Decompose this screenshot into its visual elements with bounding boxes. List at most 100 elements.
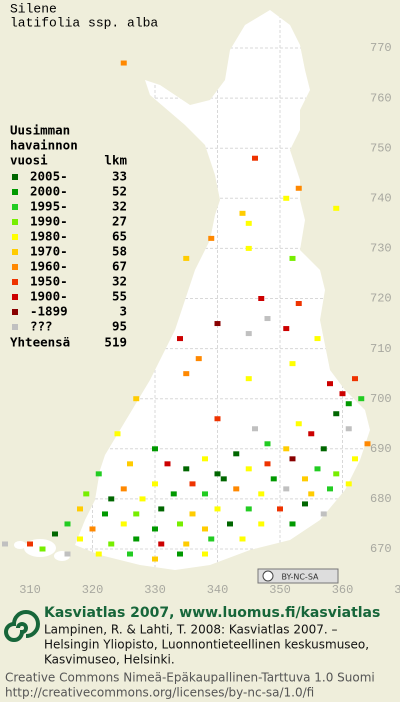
legend-count: 55 bbox=[112, 289, 127, 304]
observation bbox=[133, 396, 140, 402]
legend-count: 27 bbox=[112, 214, 127, 229]
observation bbox=[327, 381, 333, 387]
observation bbox=[233, 486, 240, 492]
observation bbox=[283, 446, 290, 452]
observation bbox=[245, 220, 252, 226]
observation bbox=[345, 481, 352, 487]
y-tick-label: 690 bbox=[370, 442, 392, 456]
observation bbox=[189, 511, 196, 517]
legend-count: 33 bbox=[112, 169, 127, 184]
observation bbox=[39, 546, 46, 552]
legend-swatch bbox=[12, 264, 18, 270]
observation bbox=[208, 536, 215, 542]
observation bbox=[189, 481, 196, 487]
observation bbox=[245, 376, 252, 382]
observation bbox=[108, 541, 115, 547]
legend-swatch bbox=[12, 204, 18, 210]
observation bbox=[95, 551, 102, 557]
observation bbox=[314, 336, 321, 342]
observation bbox=[27, 541, 33, 547]
legend-swatch bbox=[12, 324, 18, 330]
observation bbox=[177, 336, 183, 342]
observation bbox=[214, 321, 221, 327]
legend-label: 1970- bbox=[30, 244, 68, 259]
observation bbox=[308, 491, 315, 497]
license-badge: BY-NC-SA bbox=[257, 568, 339, 584]
observation bbox=[245, 331, 252, 337]
legend-label: 1980- bbox=[30, 229, 68, 244]
observation bbox=[352, 456, 358, 462]
observation bbox=[283, 326, 290, 332]
badge-text: BY-NC-SA bbox=[281, 573, 319, 582]
y-tick-label: 700 bbox=[370, 392, 392, 406]
observation bbox=[289, 255, 296, 261]
legend-label: -1899 bbox=[30, 304, 68, 319]
observation bbox=[183, 466, 190, 472]
observation bbox=[333, 205, 340, 211]
legend-count: 3 bbox=[119, 304, 127, 319]
observation bbox=[52, 531, 58, 537]
legend-label: 2000- bbox=[30, 184, 68, 199]
observation bbox=[233, 451, 240, 457]
observation bbox=[114, 431, 121, 437]
observation bbox=[245, 466, 252, 472]
logo bbox=[4, 610, 40, 642]
observation bbox=[289, 456, 296, 462]
observation bbox=[170, 491, 177, 497]
legend-label: ??? bbox=[30, 319, 53, 334]
legend-count: 32 bbox=[112, 274, 127, 289]
legend-count: 52 bbox=[112, 184, 127, 199]
observation bbox=[108, 496, 115, 502]
y-tick-label: 750 bbox=[370, 141, 392, 155]
observation bbox=[302, 501, 308, 507]
observation bbox=[264, 316, 271, 322]
observation bbox=[320, 446, 327, 452]
observation bbox=[289, 361, 296, 367]
site-title: Kasviatlas 2007, www.luomus.fi/kasviatla… bbox=[44, 605, 380, 621]
observation bbox=[139, 496, 146, 502]
legend-count: 32 bbox=[112, 199, 127, 214]
legend-swatch bbox=[12, 219, 18, 225]
y-tick-label: 760 bbox=[370, 91, 392, 105]
x-tick-label: 340 bbox=[207, 583, 229, 597]
legend: 2005- 33 2000- 52 1995- 32 1990- 27 1980- 65 1970-… bbox=[12, 169, 127, 334]
observation bbox=[127, 551, 133, 557]
observation bbox=[345, 401, 352, 407]
observation bbox=[245, 245, 252, 251]
observation bbox=[177, 551, 183, 557]
legend-swatch bbox=[12, 234, 18, 240]
legend-swatch bbox=[12, 279, 18, 285]
observation bbox=[358, 396, 365, 402]
observation bbox=[295, 421, 302, 427]
y-tick-label: 740 bbox=[370, 191, 392, 205]
legend-count: 67 bbox=[112, 259, 127, 274]
observation bbox=[352, 376, 358, 382]
observation bbox=[258, 491, 265, 497]
observation bbox=[277, 506, 283, 512]
observation bbox=[214, 506, 221, 512]
observation bbox=[77, 506, 83, 512]
observation bbox=[127, 461, 133, 467]
license: http://creativecommons.org/licenses/by-n… bbox=[5, 686, 314, 700]
observation bbox=[120, 60, 127, 66]
observation bbox=[252, 155, 258, 161]
observation bbox=[295, 185, 302, 191]
observation bbox=[239, 536, 246, 542]
observation bbox=[214, 416, 221, 422]
observation bbox=[320, 511, 327, 517]
observation bbox=[239, 210, 246, 216]
observation bbox=[183, 371, 190, 377]
observation bbox=[308, 431, 315, 437]
observation bbox=[133, 536, 140, 542]
observation bbox=[202, 526, 208, 532]
observation bbox=[195, 356, 202, 362]
observation bbox=[89, 526, 96, 532]
y-tick-label: 730 bbox=[370, 242, 392, 256]
observation bbox=[202, 491, 208, 497]
observation bbox=[2, 541, 8, 547]
observation bbox=[95, 471, 102, 477]
observation bbox=[327, 486, 333, 492]
observation bbox=[77, 536, 83, 542]
observation bbox=[333, 471, 340, 477]
observation bbox=[302, 476, 308, 482]
